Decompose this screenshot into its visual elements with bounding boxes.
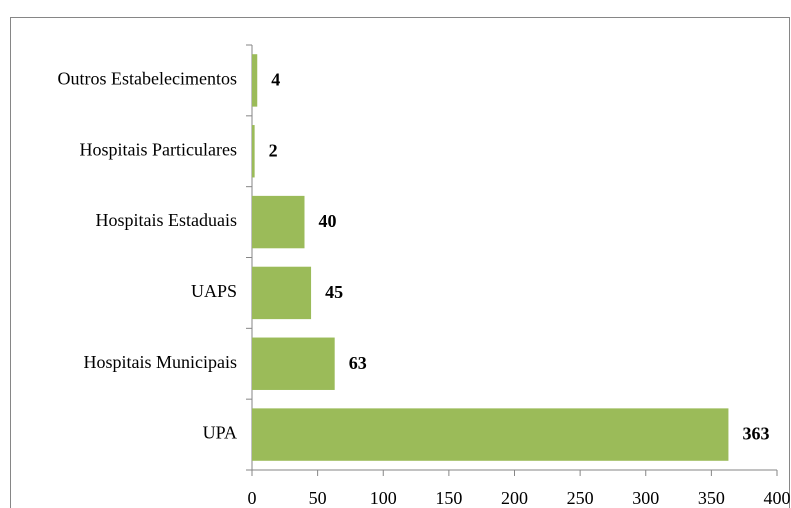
x-tick-label: 0 <box>248 488 257 508</box>
x-tick-label: 250 <box>567 488 594 508</box>
bar <box>252 125 255 178</box>
x-tick-label: 300 <box>632 488 659 508</box>
data-label: 63 <box>349 353 367 373</box>
y-tick-label: Hospitais Municipais <box>84 352 238 372</box>
bar <box>252 54 258 107</box>
data-label: 4 <box>271 70 280 90</box>
y-tick-label: Outros Estabelecimentos <box>58 69 237 89</box>
x-tick-label: 200 <box>501 488 528 508</box>
bar <box>252 408 729 461</box>
data-label: 45 <box>325 282 343 302</box>
chart-frame <box>10 17 790 508</box>
y-tick-label: UPA <box>203 423 237 443</box>
y-tick-label: Hospitais Estaduais <box>96 210 238 230</box>
data-label: 40 <box>319 211 337 231</box>
y-tick-label: UAPS <box>191 281 237 301</box>
x-tick-label: 150 <box>435 488 462 508</box>
x-tick-label: 350 <box>698 488 725 508</box>
data-label: 2 <box>269 140 278 160</box>
bar <box>252 266 312 320</box>
x-tick-label: 50 <box>309 488 327 508</box>
x-tick-label: 100 <box>370 488 397 508</box>
x-tick-label: 400 <box>764 488 791 508</box>
bar <box>252 337 335 390</box>
data-label: 363 <box>742 424 769 444</box>
y-tick-label: Hospitais Particulares <box>80 139 237 159</box>
bar <box>252 195 305 249</box>
